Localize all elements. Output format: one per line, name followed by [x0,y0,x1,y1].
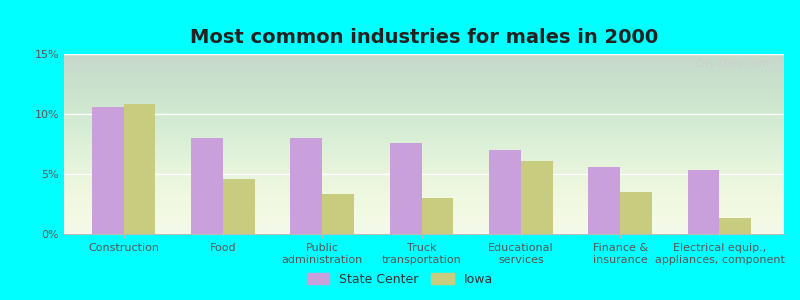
Bar [390,143,422,234]
Bar [422,198,454,234]
Bar [123,104,155,234]
Bar [719,218,751,234]
Bar [620,192,652,234]
Bar [191,138,223,234]
Legend: State Center, Iowa: State Center, Iowa [302,268,498,291]
Bar [688,170,719,234]
Bar [588,167,620,234]
Bar [489,150,521,234]
Text: City-Data.com: City-Data.com [695,59,770,69]
Bar [322,194,354,234]
Bar [521,161,553,234]
Title: Most common industries for males in 2000: Most common industries for males in 2000 [190,28,658,47]
Bar [223,179,254,234]
Bar [92,107,123,234]
Bar [290,138,322,234]
